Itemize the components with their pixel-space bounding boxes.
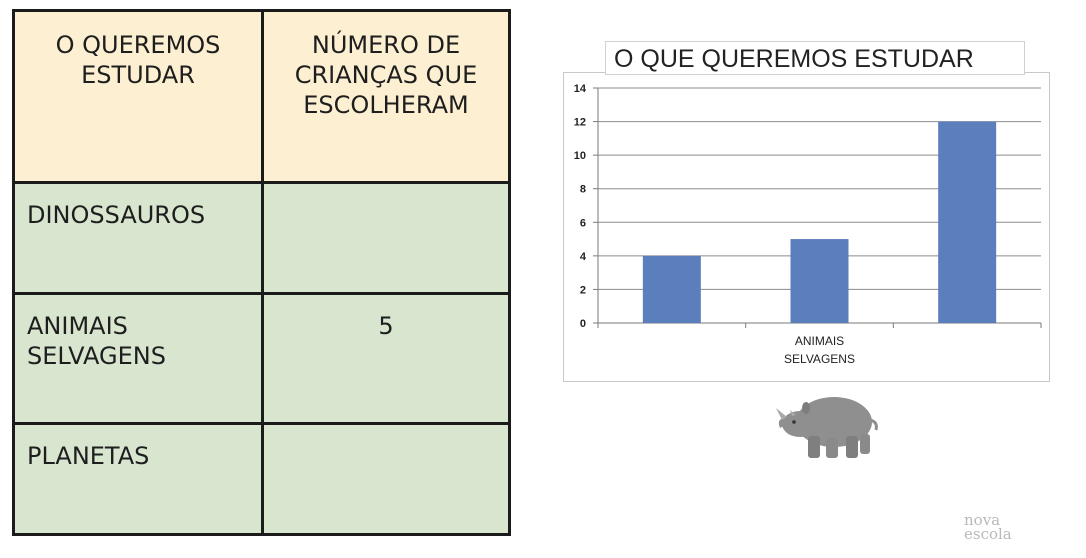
chart-title: O QUE QUEREMOS ESTUDAR	[605, 41, 1025, 75]
bar	[642, 255, 701, 323]
y-tick-label: 14	[574, 83, 587, 95]
bar-chart: 0 2 4 6 8 10 12 14 ANIMAIS SELVAGENS	[574, 83, 1042, 366]
row-label: PLANETAS	[12, 422, 264, 536]
row-value: 5	[261, 292, 511, 425]
table-row: PLANETAS	[12, 422, 511, 536]
row-label: DINOSSAUROS	[12, 181, 264, 295]
bar	[938, 121, 997, 323]
x-tick-label: ANIMAIS	[795, 334, 844, 348]
y-tick-label: 2	[580, 284, 586, 296]
row-value	[261, 422, 511, 536]
table-row: ANIMAIS SELVAGENS 5	[12, 292, 511, 425]
table-header-row: O QUEREMOS ESTUDAR NÚMERO DE CRIANÇAS QU…	[12, 9, 511, 184]
data-table: O QUEREMOS ESTUDAR NÚMERO DE CRIANÇAS QU…	[12, 9, 511, 536]
rhino-icon	[776, 397, 878, 458]
bar	[790, 239, 849, 323]
y-tick-label: 12	[574, 117, 586, 129]
y-tick-label: 0	[580, 318, 586, 330]
y-tick-label: 4	[580, 251, 587, 263]
nova-escola-logo: nova escola	[964, 511, 1012, 543]
header-topic: O QUEREMOS ESTUDAR	[12, 9, 264, 184]
header-count: NÚMERO DE CRIANÇAS QUE ESCOLHERAM	[261, 9, 511, 184]
row-value	[261, 181, 511, 295]
y-tick-label: 10	[574, 150, 586, 162]
y-tick-label: 6	[580, 217, 586, 229]
table-row: DINOSSAUROS	[12, 181, 511, 295]
y-tick-label: 8	[580, 184, 586, 196]
row-label: ANIMAIS SELVAGENS	[12, 292, 264, 425]
x-tick-label: SELVAGENS	[784, 352, 855, 366]
